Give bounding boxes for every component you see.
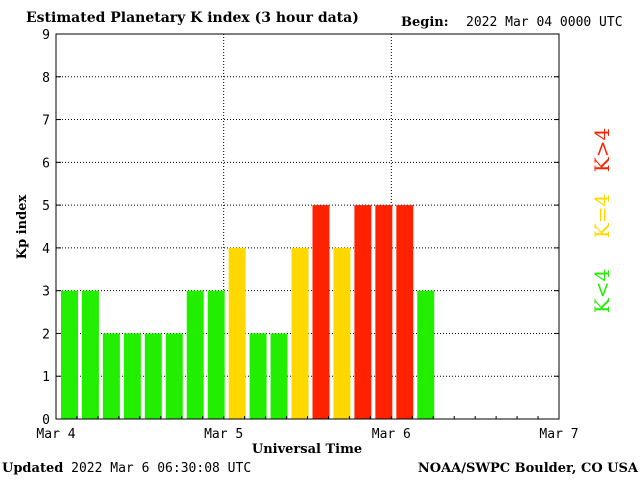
kp-bar [123, 333, 141, 419]
updated-value: 2022 Mar 6 06:30:08 UTC [71, 461, 252, 476]
y-tick-label: 8 [42, 71, 50, 86]
x-tick-label: Mar 4 [36, 427, 75, 442]
kp-bar [102, 333, 120, 419]
kp-bar [417, 290, 435, 419]
y-tick-label: 4 [42, 242, 50, 257]
kp-bar [333, 247, 351, 419]
kp-bar [270, 333, 288, 419]
kp-bar [396, 205, 414, 419]
y-tick-label: 2 [42, 327, 50, 342]
x-tick-labels: Mar 4 Mar 5 Mar 6 Mar 7 [36, 416, 579, 442]
kp-bar [144, 333, 162, 419]
y-tick-label: 3 [42, 285, 50, 300]
chart-title: Estimated Planetary K index (3 hour data… [26, 10, 359, 26]
y-tick-label: 0 [42, 413, 50, 428]
legend-low: K<4 [590, 269, 614, 313]
y-tick-labels: 0 1 2 3 4 5 6 7 8 9 [42, 28, 559, 428]
y-tick-label: 6 [42, 156, 50, 171]
updated-timestamp: Updated 2022 Mar 6 06:30:08 UTC [2, 461, 251, 476]
bars-group [61, 205, 435, 419]
y-tick-label: 9 [42, 28, 50, 43]
legend-medium: K=4 [590, 194, 614, 238]
x-tick-label: Mar 5 [204, 427, 243, 442]
y-tick-label: 5 [42, 199, 50, 214]
kp-bar [354, 205, 372, 419]
y-tick-label: 1 [42, 370, 50, 385]
kp-bar [228, 247, 246, 419]
kp-bar [81, 290, 99, 419]
credit-text: NOAA/SWPC Boulder, CO USA [417, 461, 638, 476]
begin-value: 2022 Mar 04 0000 UTC [466, 15, 623, 30]
kp-bar [375, 205, 393, 419]
kp-bar [249, 333, 267, 419]
kp-bar [61, 290, 78, 419]
kp-bar [207, 290, 225, 419]
kp-bar [312, 205, 330, 419]
kp-bar [186, 290, 204, 419]
x-tick-label: Mar 6 [372, 427, 411, 442]
legend-high: K>4 [590, 128, 614, 172]
y-tick-label: 7 [42, 114, 50, 129]
kp-bar [291, 247, 309, 419]
begin-label: Begin: [401, 15, 449, 30]
y-axis-title: Kp index [15, 195, 30, 260]
updated-label: Updated [2, 461, 64, 476]
x-tick-label: Mar 7 [539, 427, 578, 442]
x-axis-title: Universal Time [252, 442, 362, 457]
kp-bar [165, 333, 183, 419]
